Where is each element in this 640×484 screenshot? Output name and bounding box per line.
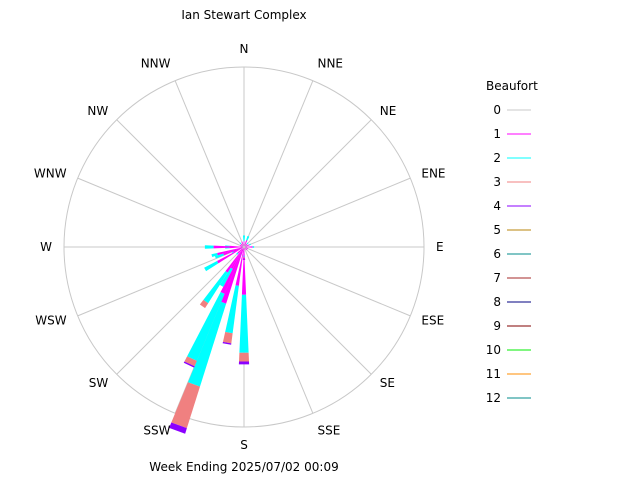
legend-label-5: 5 xyxy=(493,223,501,237)
grid-spoke-nne xyxy=(244,81,313,247)
grid-spoke-se xyxy=(244,247,371,374)
direction-label-sw: SW xyxy=(89,376,109,390)
chart-title: Ian Stewart Complex xyxy=(181,8,306,22)
legend-label-7: 7 xyxy=(493,271,501,285)
rose-bars xyxy=(169,235,254,433)
direction-label-wsw: WSW xyxy=(35,313,66,327)
chart-footer: Week Ending 2025/07/02 00:09 xyxy=(149,460,338,474)
legend-title: Beaufort xyxy=(486,79,538,93)
direction-label-ne: NE xyxy=(380,104,397,118)
direction-label-ese: ESE xyxy=(421,313,444,327)
spoke-bar-270-bf2 xyxy=(205,245,214,248)
direction-label-nw: NW xyxy=(87,104,108,118)
direction-label-sse: SSE xyxy=(317,423,340,437)
sector-bar-n-bf2 xyxy=(243,235,245,241)
sector-bar-e-bf2 xyxy=(253,246,254,248)
grid-spoke-nw xyxy=(117,120,244,247)
direction-label-nnw: NNW xyxy=(141,57,171,71)
legend-label-8: 8 xyxy=(493,295,501,309)
spoke-bar-180-bf3 xyxy=(239,353,249,362)
sector-bar-nne-bf2 xyxy=(246,236,249,241)
grid-spoke-sse xyxy=(244,247,313,413)
grid-spoke-sw xyxy=(117,247,244,374)
legend-label-9: 9 xyxy=(493,319,501,333)
legend-label-2: 2 xyxy=(493,151,501,165)
direction-label-e: E xyxy=(436,240,444,254)
direction-label-ene: ENE xyxy=(421,167,445,181)
legend-label-11: 11 xyxy=(486,367,501,381)
grid-spoke-ese xyxy=(244,247,410,316)
direction-label-s: S xyxy=(240,438,248,452)
spoke-bar-180-bf2 xyxy=(239,295,248,353)
legend-label-1: 1 xyxy=(493,127,501,141)
legend-label-0: 0 xyxy=(493,103,501,117)
legend-label-4: 4 xyxy=(493,199,501,213)
legend-label-6: 6 xyxy=(493,247,501,261)
spoke-bar-190-bf3 xyxy=(223,332,233,343)
direction-label-nne: NNE xyxy=(317,57,343,71)
grid-spoke-ne xyxy=(244,120,371,247)
direction-label-n: N xyxy=(240,42,249,56)
direction-label-ssw: SSW xyxy=(143,423,170,437)
spoke-bar-180-bf4 xyxy=(239,361,249,364)
legend-label-12: 12 xyxy=(486,391,501,405)
grid-spoke-wnw xyxy=(78,178,244,247)
direction-label-w: W xyxy=(40,240,52,254)
grid-spoke-ene xyxy=(244,178,410,247)
spoke-bar-200-bf3 xyxy=(171,382,200,428)
grid-spoke-nnw xyxy=(175,81,244,247)
direction-label-wnw: WNW xyxy=(34,167,67,181)
direction-label-se: SE xyxy=(380,376,395,390)
legend-label-3: 3 xyxy=(493,175,501,189)
legend-label-10: 10 xyxy=(486,343,501,357)
